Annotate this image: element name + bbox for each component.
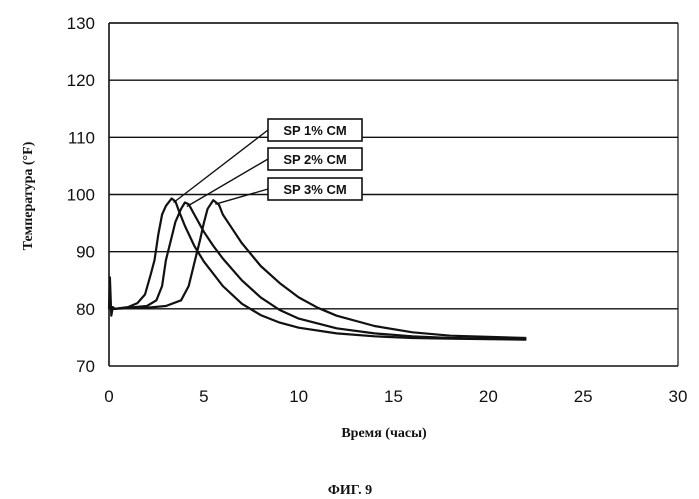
x-axis-title: Время (часы) bbox=[341, 426, 427, 441]
series-line-1 bbox=[109, 199, 526, 340]
callout-label-3: SP 3% CM bbox=[283, 182, 346, 197]
x-tick-label-30: 30 bbox=[669, 387, 688, 406]
axis-tick-labels: 70 80 90 100 110 120 130 0 5 10 15 20 25 30 bbox=[67, 14, 688, 406]
y-tick-label-120: 120 bbox=[67, 71, 95, 90]
series-line-2 bbox=[109, 203, 526, 340]
callout-leader-1 bbox=[174, 130, 268, 203]
y-tick-label-80: 80 bbox=[76, 300, 95, 319]
y-axis-title: Температура (°F) bbox=[21, 141, 36, 250]
callout-leader-3 bbox=[215, 189, 268, 204]
x-tick-label-15: 15 bbox=[384, 387, 403, 406]
series-callouts: SP 1% CM SP 2% CM SP 3% CM bbox=[174, 119, 362, 207]
series-lines bbox=[109, 199, 526, 340]
y-tick-label-110: 110 bbox=[68, 128, 95, 147]
series-line-3 bbox=[109, 200, 526, 338]
y-tick-label-90: 90 bbox=[76, 243, 95, 262]
x-tick-label-10: 10 bbox=[289, 387, 308, 406]
x-tick-label-5: 5 bbox=[199, 387, 208, 406]
callout-label-1: SP 1% CM bbox=[283, 123, 346, 138]
x-tick-label-25: 25 bbox=[574, 387, 593, 406]
x-tick-label-20: 20 bbox=[479, 387, 498, 406]
y-tick-label-100: 100 bbox=[67, 186, 95, 205]
y-tick-label-130: 130 bbox=[67, 14, 95, 33]
figure-caption: ФИГ. 9 bbox=[328, 483, 372, 498]
callout-label-2: SP 2% CM bbox=[283, 152, 346, 167]
y-tick-label-70: 70 bbox=[76, 357, 95, 376]
x-tick-label-0: 0 bbox=[104, 387, 113, 406]
